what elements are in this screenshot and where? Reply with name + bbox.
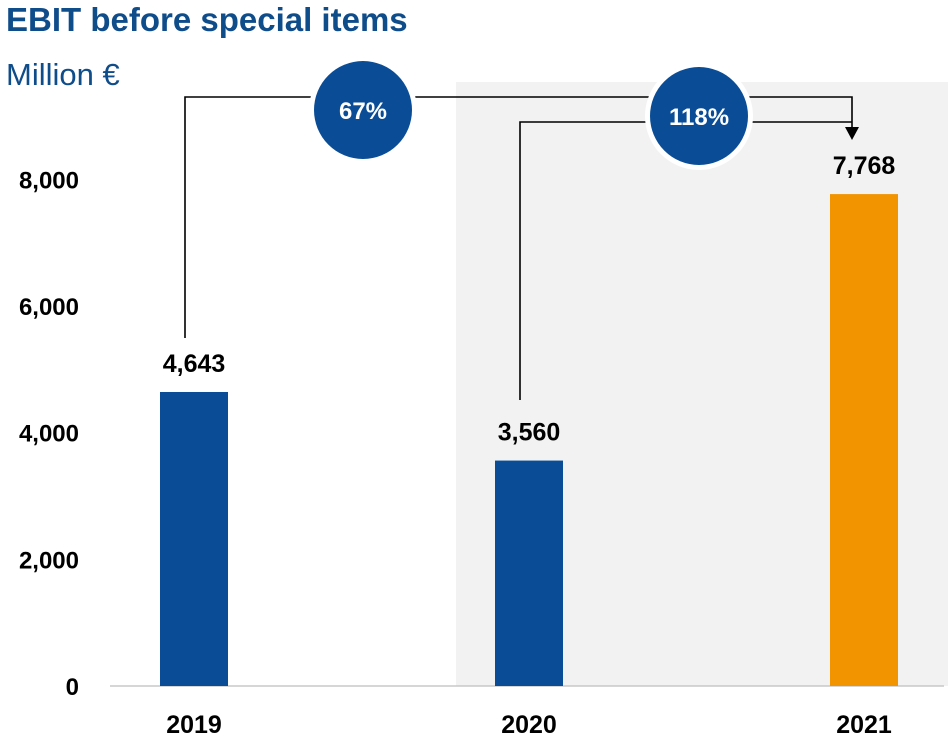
- y-tick-label: 0: [66, 674, 79, 701]
- bar-2019: [160, 391, 228, 686]
- data-label: 4,643: [163, 350, 226, 378]
- x-tick-label: 2020: [501, 711, 557, 739]
- growth-label: 118%: [669, 104, 729, 131]
- growth-bubble: [314, 61, 412, 159]
- growth-label: 67%: [339, 98, 387, 125]
- chart-title: EBIT before special items: [6, 1, 408, 38]
- y-tick-label: 8,000: [19, 167, 79, 194]
- bar-2020: [495, 460, 563, 686]
- bar-2021: [830, 194, 898, 686]
- y-tick-label: 4,000: [19, 421, 79, 448]
- x-tick-label: 2021: [836, 711, 892, 739]
- x-tick-label: 2019: [166, 711, 222, 739]
- arrow-head-icon: [845, 127, 859, 140]
- data-label: 3,560: [498, 419, 561, 447]
- y-tick-label: 6,000: [19, 294, 79, 321]
- growth-connector-2019-2021: [184, 96, 853, 338]
- data-label: 7,768: [833, 152, 896, 180]
- y-tick-label: 2,000: [19, 547, 79, 574]
- growth-bubble: [650, 67, 748, 165]
- chart-subtitle: Million €: [6, 57, 120, 92]
